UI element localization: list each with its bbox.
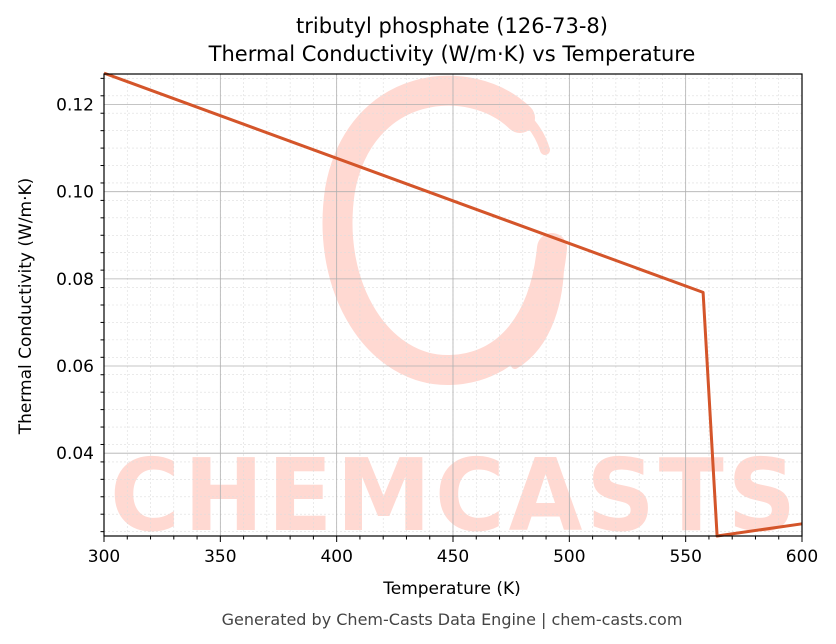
x-tick-label: 400 xyxy=(320,547,352,567)
x-tick-label: 450 xyxy=(437,547,469,567)
x-tick-label: 500 xyxy=(553,547,585,567)
x-tick-label: 550 xyxy=(669,547,701,567)
y-axis-ticks: 0.04 0.06 0.08 0.10 0.12 xyxy=(56,77,104,533)
y-tick-label: 0.10 xyxy=(56,183,94,203)
x-tick-label: 300 xyxy=(88,547,120,567)
y-tick-label: 0.04 xyxy=(56,444,94,464)
x-axis-label: Temperature (K) xyxy=(382,579,521,599)
x-axis-ticks: 300 350 400 450 500 550 600 xyxy=(88,536,818,567)
x-tick-label: 600 xyxy=(786,547,818,567)
series-line xyxy=(103,71,803,538)
y-tick-label: 0.06 xyxy=(56,357,94,377)
footer-credit: Generated by Chem-Casts Data Engine | ch… xyxy=(222,610,683,629)
series-layer xyxy=(103,71,803,538)
y-axis-label: Thermal Conductivity (W/m·K) xyxy=(16,178,36,436)
watermark-logo-icon xyxy=(322,75,567,386)
y-tick-label: 0.08 xyxy=(56,270,94,290)
chart-title-line1: tributyl phosphate (126-73-8) xyxy=(296,14,608,38)
y-tick-label: 0.12 xyxy=(56,96,94,116)
x-tick-label: 350 xyxy=(204,547,236,567)
chart-title-line2: Thermal Conductivity (W/m·K) vs Temperat… xyxy=(208,42,696,66)
